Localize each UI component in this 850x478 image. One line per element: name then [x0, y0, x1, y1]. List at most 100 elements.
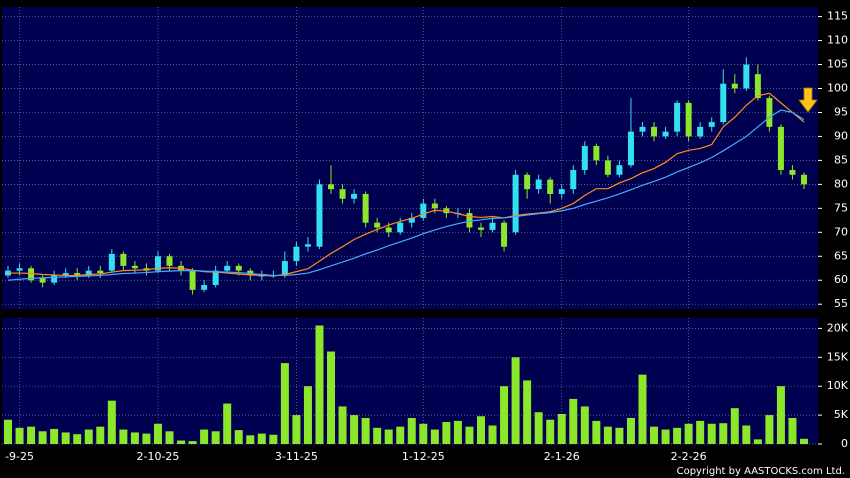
volume-bar — [534, 412, 543, 444]
candle-body — [339, 189, 346, 199]
candle-body — [281, 261, 288, 276]
volume-bar — [730, 408, 739, 444]
volume-bar — [800, 438, 808, 444]
moving-average-line — [8, 92, 805, 277]
candle-body — [166, 256, 173, 266]
candle-body — [235, 265, 242, 271]
volume-bar — [500, 386, 509, 444]
volume-bar — [638, 374, 647, 444]
y-tick-label: 105 — [827, 58, 848, 71]
volume-bar — [303, 386, 312, 444]
candle-body — [212, 270, 219, 286]
volume-bar — [511, 357, 520, 444]
x-tick-label: 2-1-26 — [544, 450, 580, 463]
candle-body — [766, 98, 773, 127]
candle-body — [431, 203, 438, 209]
volume-bar — [569, 398, 578, 444]
volume-bar — [211, 431, 220, 444]
volume-bar — [465, 426, 474, 444]
volume-bar — [361, 417, 370, 444]
volume-bar — [153, 423, 162, 444]
candle-body — [720, 83, 727, 123]
volume-bar — [223, 403, 232, 444]
volume-bar — [650, 426, 659, 444]
candle-body — [293, 246, 300, 262]
volume-bar — [580, 406, 589, 444]
x-tick-label: 2-2-26 — [671, 450, 707, 463]
volume-bar — [15, 427, 24, 444]
y-tick-label: 80 — [834, 177, 848, 190]
volume-bar — [292, 415, 301, 444]
candle-body — [131, 265, 138, 269]
volume-bar — [476, 416, 485, 444]
candle-body — [408, 217, 415, 223]
volume-bar — [246, 435, 255, 444]
volume-bar — [350, 415, 359, 444]
volume-bar — [50, 428, 59, 444]
y-tick-label: 15K — [827, 350, 849, 363]
volume-bar — [603, 426, 612, 444]
candle-body — [385, 227, 392, 233]
candle-body — [28, 268, 35, 281]
volume-bar — [442, 422, 451, 444]
y-tick-label: 110 — [827, 34, 848, 47]
y-tick-label: 70 — [834, 225, 848, 238]
moving-average-line — [7, 109, 805, 281]
y-tick-label: 0 — [841, 437, 848, 450]
volume-bar — [4, 419, 12, 444]
y-tick-label: 55 — [834, 297, 848, 310]
volume-bar — [488, 425, 497, 444]
candle-body — [154, 256, 161, 271]
candle-body — [362, 193, 369, 223]
candle-body — [731, 83, 738, 89]
y-tick-label: 60 — [834, 273, 848, 286]
candle-body — [674, 102, 681, 132]
volume-bar — [753, 439, 762, 444]
volume-bar — [696, 420, 705, 444]
candle-body — [189, 270, 196, 290]
candle-body — [547, 179, 554, 194]
candle-body — [304, 244, 311, 247]
candle-body — [801, 174, 807, 185]
volume-bar — [119, 429, 128, 444]
volume-bar — [592, 420, 601, 444]
y-tick-label: 65 — [834, 249, 848, 262]
volume-bar — [788, 417, 797, 444]
candle-body — [651, 126, 658, 137]
volume-bar — [96, 426, 105, 444]
candle-body — [570, 169, 577, 190]
candle-body — [466, 213, 473, 228]
candle-body — [39, 277, 46, 283]
volume-bar — [765, 415, 774, 444]
volume-bar — [315, 325, 324, 444]
candle-body — [524, 174, 531, 190]
candle-body — [397, 222, 404, 233]
candle-body — [16, 268, 23, 271]
volume-bar — [269, 434, 278, 444]
candle-body — [639, 126, 646, 132]
candle-body — [328, 184, 335, 190]
candle-body — [777, 126, 784, 170]
y-tick-label: 100 — [827, 81, 848, 94]
x-tick-label: -9-25 — [5, 450, 34, 463]
volume-bar — [407, 417, 416, 444]
volume-bar — [234, 430, 243, 444]
volume-bar — [84, 429, 93, 444]
candle-body — [74, 273, 81, 276]
candle-body — [685, 102, 692, 137]
candle-body — [558, 189, 565, 194]
candle-body — [316, 184, 323, 247]
candle-body — [581, 146, 588, 170]
candle-body — [97, 270, 104, 274]
candle-body — [489, 222, 496, 230]
volume-bar — [430, 429, 439, 444]
volume-bar — [27, 426, 36, 444]
candle-body — [754, 74, 761, 99]
candle-body — [501, 222, 508, 247]
volume-bar — [673, 427, 682, 444]
candle-body — [420, 203, 427, 218]
x-tick-label: 3-11-25 — [275, 450, 318, 463]
candle-body — [789, 169, 796, 175]
volume-bar — [419, 423, 428, 444]
y-tick-label: 75 — [834, 201, 848, 214]
